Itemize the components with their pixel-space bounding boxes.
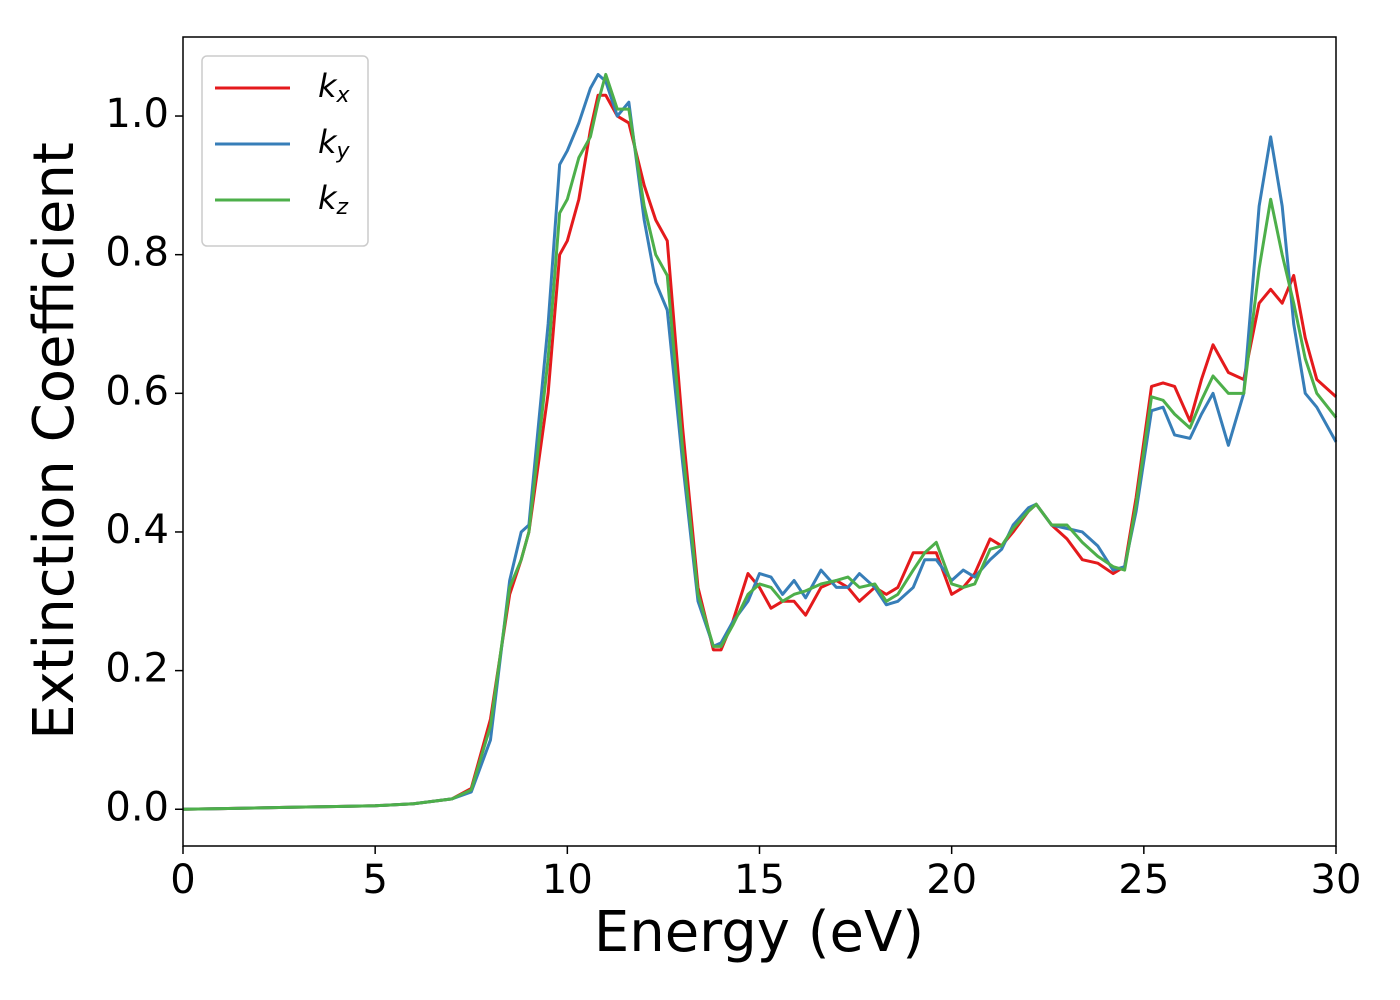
legend-label: kz	[318, 179, 349, 220]
x-tick-label: 25	[1118, 857, 1169, 903]
x-tick-label: 15	[734, 857, 785, 903]
y-tick-label: 0.0	[105, 784, 169, 830]
y-tick-label: 0.8	[105, 230, 169, 276]
legend-label: ky	[318, 123, 351, 164]
plot-frame	[182, 36, 1337, 847]
x-tick-label: 20	[926, 857, 977, 903]
legend-label: kx	[318, 67, 351, 108]
y-tick-label: 0.6	[105, 368, 169, 414]
x-tick-label: 30	[1311, 857, 1362, 903]
x-tick-label: 0	[170, 857, 195, 903]
y-axis-label: Extinction Coefficient	[22, 142, 87, 740]
series-line	[182, 93, 1338, 811]
x-tick-label: 10	[542, 857, 593, 903]
y-tick-label: 0.4	[105, 507, 169, 553]
series-line	[182, 72, 1338, 811]
series-line	[182, 72, 1338, 811]
x-axis-label: Energy (eV)	[594, 900, 924, 965]
y-tick-label: 0.2	[105, 646, 169, 692]
y-tick-label: 1.0	[105, 91, 169, 137]
x-tick-label: 5	[362, 857, 387, 903]
